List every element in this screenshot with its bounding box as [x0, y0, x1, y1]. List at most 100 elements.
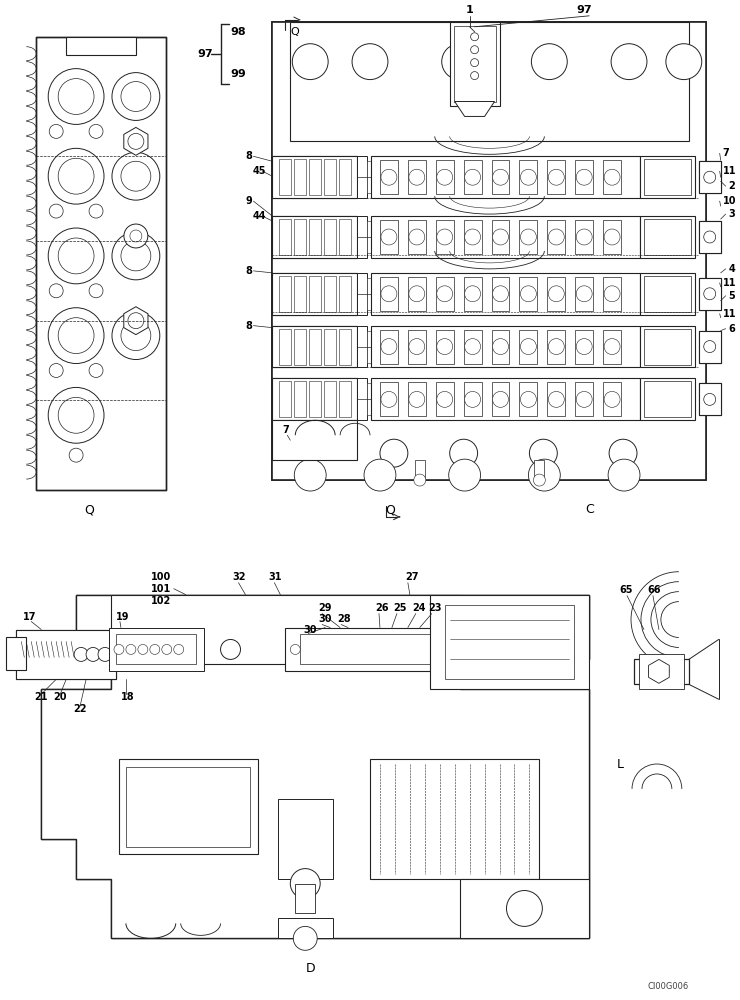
Circle shape: [531, 44, 568, 80]
Circle shape: [388, 644, 398, 654]
Text: 2: 2: [729, 181, 736, 191]
Bar: [699, 161, 721, 193]
Bar: [464, 330, 482, 364]
Text: 65: 65: [619, 585, 633, 595]
Circle shape: [548, 229, 565, 245]
Bar: [339, 381, 351, 417]
Circle shape: [437, 229, 453, 245]
Bar: [491, 160, 509, 194]
Bar: [699, 161, 721, 193]
Text: D: D: [306, 962, 315, 975]
Circle shape: [121, 241, 151, 271]
Circle shape: [608, 459, 640, 491]
Text: Q: Q: [84, 503, 94, 516]
Circle shape: [174, 644, 184, 654]
Circle shape: [548, 391, 565, 407]
Text: C: C: [585, 503, 593, 516]
Bar: [278, 918, 333, 938]
Bar: [644, 219, 691, 255]
Text: 30: 30: [303, 625, 317, 635]
Bar: [454, 26, 496, 102]
Text: 9: 9: [246, 196, 252, 206]
Bar: [367, 161, 371, 193]
Bar: [339, 219, 351, 255]
Bar: [519, 330, 537, 364]
Circle shape: [576, 391, 592, 407]
Bar: [16, 630, 116, 679]
Circle shape: [49, 284, 63, 298]
Bar: [111, 595, 460, 664]
Text: 32: 32: [232, 572, 246, 582]
Bar: [436, 220, 454, 254]
Bar: [7, 637, 27, 670]
Circle shape: [448, 459, 480, 491]
Bar: [491, 382, 509, 416]
Bar: [272, 378, 357, 420]
Bar: [309, 219, 321, 255]
Circle shape: [332, 644, 342, 654]
Circle shape: [493, 391, 508, 407]
Circle shape: [58, 397, 94, 433]
Bar: [640, 156, 695, 198]
Text: 20: 20: [53, 692, 67, 702]
Circle shape: [465, 169, 480, 185]
Circle shape: [112, 312, 160, 360]
Bar: [367, 331, 371, 363]
Bar: [430, 595, 589, 689]
Circle shape: [529, 439, 557, 467]
Circle shape: [548, 339, 565, 355]
Circle shape: [292, 44, 328, 80]
Bar: [699, 383, 721, 415]
Circle shape: [520, 169, 536, 185]
Text: 8: 8: [246, 321, 252, 331]
Bar: [415, 460, 425, 480]
Text: Q: Q: [385, 503, 395, 516]
Text: 28: 28: [337, 614, 351, 624]
Text: 26: 26: [375, 603, 388, 613]
Circle shape: [604, 391, 620, 407]
Polygon shape: [41, 595, 589, 938]
Circle shape: [493, 169, 508, 185]
Circle shape: [649, 661, 669, 681]
Circle shape: [295, 459, 326, 491]
Bar: [445, 605, 574, 679]
Circle shape: [465, 391, 480, 407]
Bar: [126, 767, 250, 847]
Bar: [380, 220, 398, 254]
Text: 19: 19: [116, 612, 130, 622]
Text: 17: 17: [23, 612, 37, 622]
Bar: [699, 331, 721, 363]
Circle shape: [69, 448, 83, 462]
Circle shape: [49, 364, 63, 377]
Circle shape: [126, 644, 136, 654]
Bar: [66, 37, 136, 55]
Circle shape: [380, 439, 408, 467]
Bar: [575, 330, 593, 364]
Circle shape: [576, 229, 592, 245]
Text: 8: 8: [246, 151, 252, 161]
Bar: [519, 160, 537, 194]
Text: 11: 11: [723, 278, 736, 288]
Text: 4: 4: [729, 264, 736, 274]
Text: 98: 98: [231, 27, 246, 37]
Text: 99: 99: [231, 69, 246, 79]
Circle shape: [114, 644, 124, 654]
Bar: [279, 381, 292, 417]
Bar: [408, 160, 425, 194]
Circle shape: [414, 474, 425, 486]
Text: 66: 66: [647, 585, 661, 595]
Text: Q: Q: [290, 27, 299, 37]
Circle shape: [49, 124, 63, 138]
Circle shape: [437, 339, 453, 355]
Bar: [309, 381, 321, 417]
Bar: [109, 628, 204, 671]
Text: 7: 7: [283, 425, 289, 435]
Bar: [491, 220, 509, 254]
Bar: [272, 326, 357, 367]
Circle shape: [402, 644, 412, 654]
Bar: [295, 381, 306, 417]
Bar: [272, 273, 357, 315]
Bar: [575, 382, 593, 416]
Circle shape: [465, 339, 480, 355]
Text: L: L: [617, 758, 624, 771]
